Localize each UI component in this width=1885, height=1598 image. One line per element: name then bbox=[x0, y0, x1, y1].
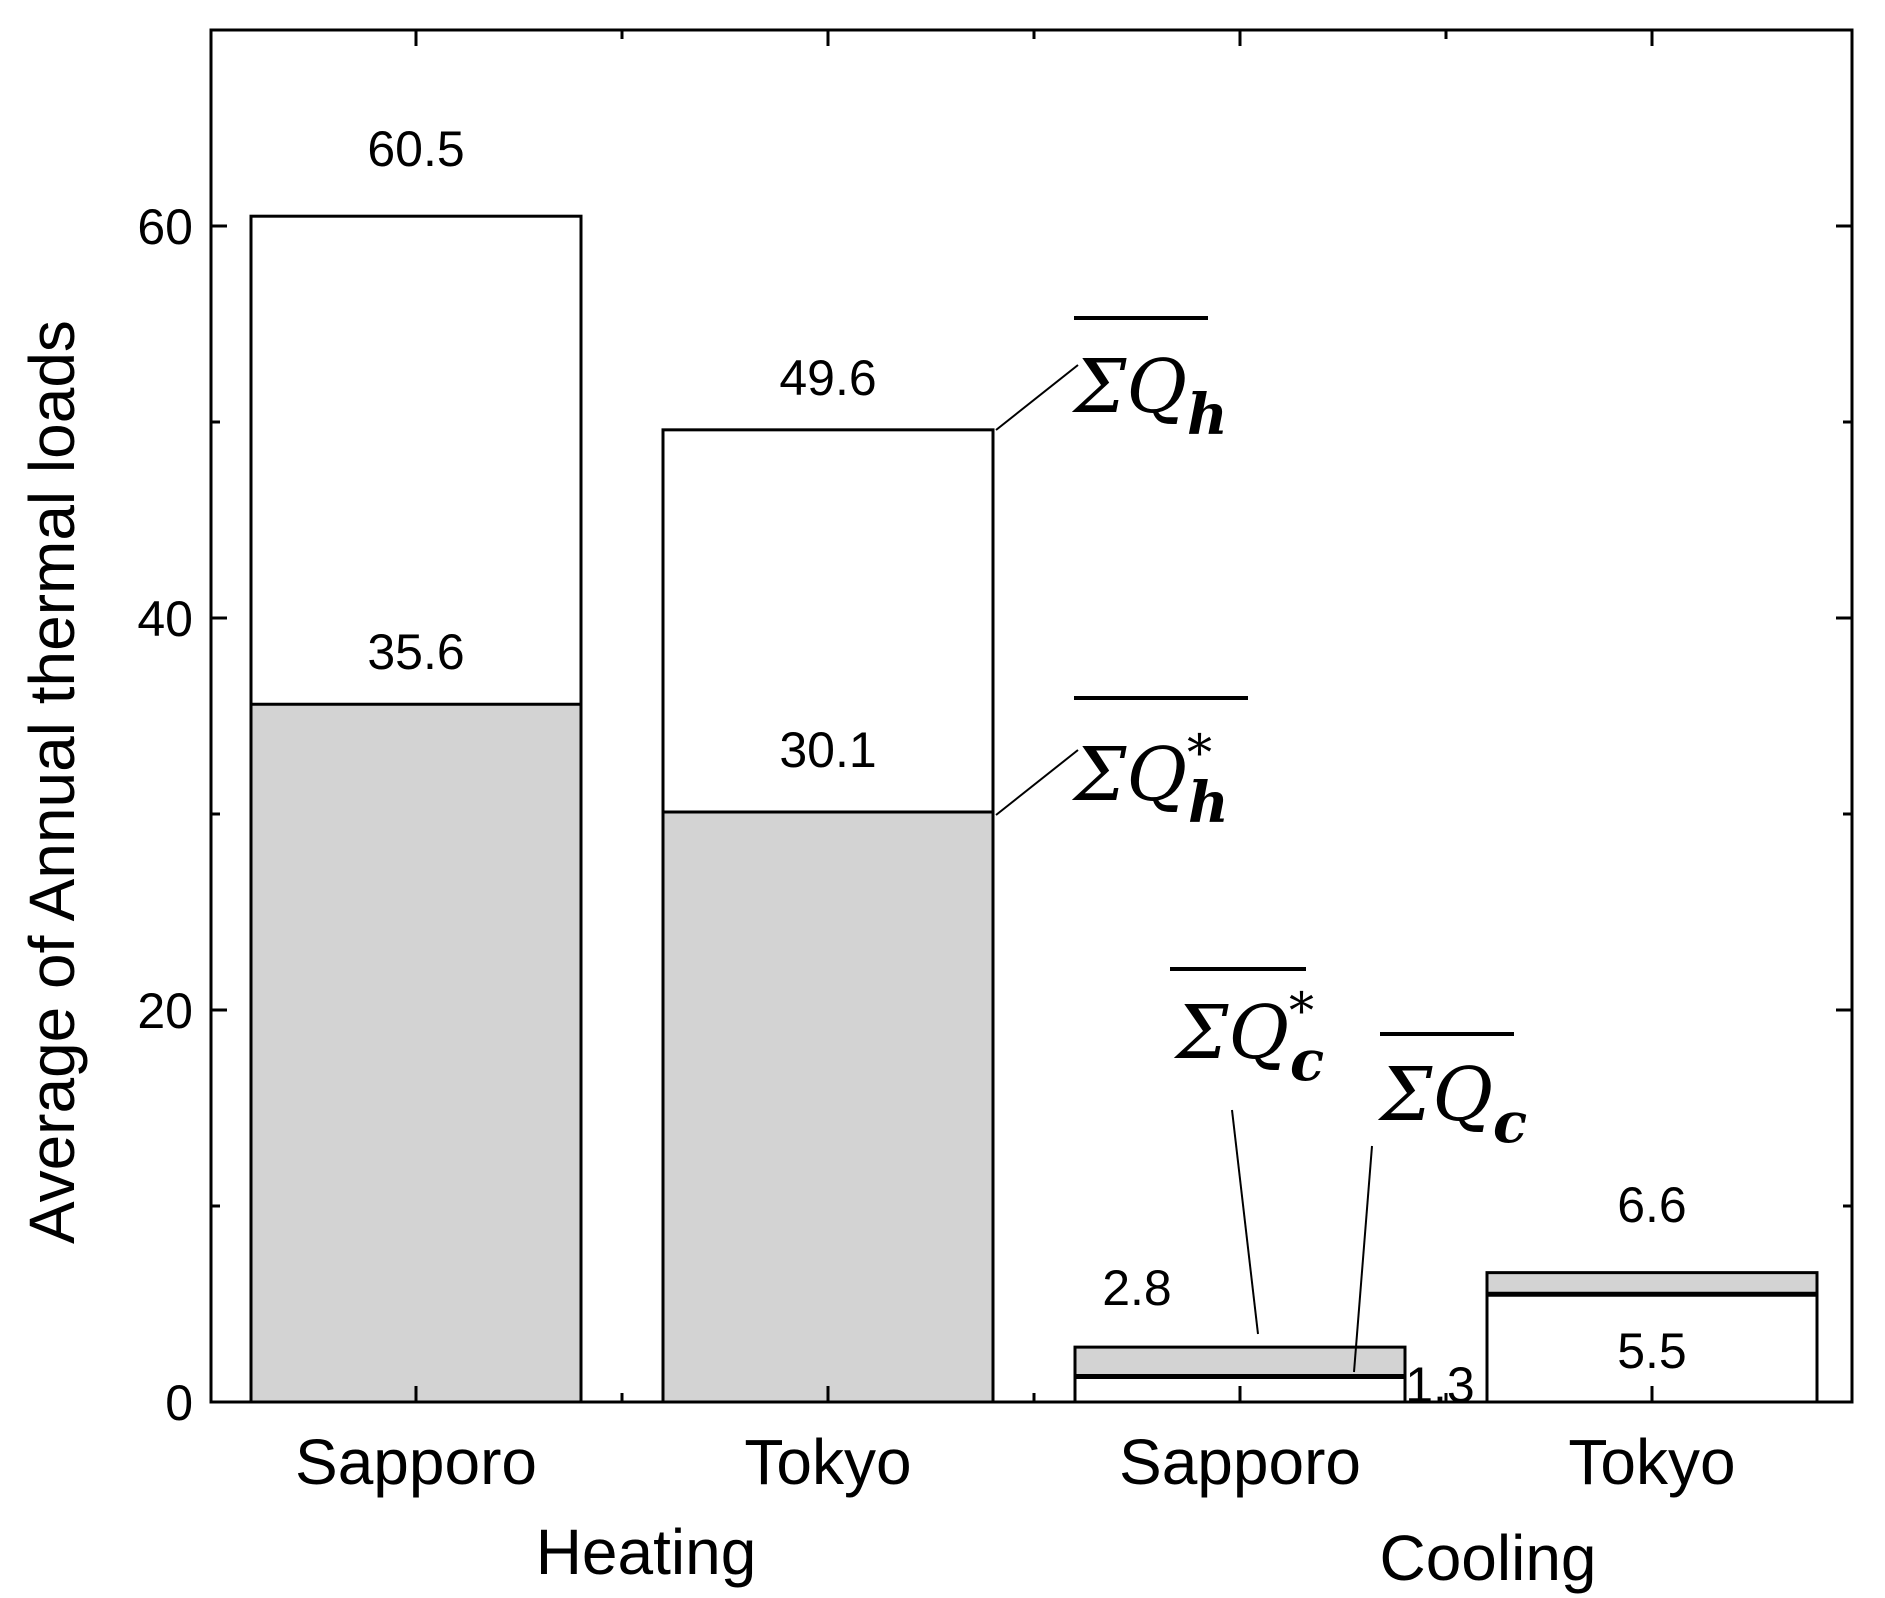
x-tick-label: Tokyo bbox=[1568, 1426, 1735, 1498]
data-label: 60.5 bbox=[367, 121, 464, 177]
y-tick-label: 0 bbox=[165, 1375, 193, 1431]
x-tick-label: Sapporo bbox=[295, 1426, 537, 1498]
data-label: 30.1 bbox=[779, 722, 876, 778]
axes: 0 20 40 60 Sapporo Tokyo Sapporo Tokyo Heating Co… bbox=[16, 30, 1852, 1594]
annotation-leader-line bbox=[995, 364, 1079, 431]
x-tick-label: Sapporo bbox=[1119, 1426, 1361, 1498]
bar-segment-upper bbox=[251, 216, 581, 705]
data-label: 49.6 bbox=[779, 350, 876, 406]
annotation-leader-line bbox=[1231, 1109, 1259, 1335]
bar-segment-lower bbox=[251, 704, 581, 1402]
group-label: Heating bbox=[536, 1516, 757, 1588]
math-annotation: ΣQc bbox=[1377, 1052, 1527, 1156]
math-annotation: ΣQh bbox=[1071, 344, 1228, 448]
value-labels: 60.5 35.6 49.6 30.1 2.8 1.3 6.6 5.5 bbox=[367, 121, 1686, 1413]
bar-segment-lower bbox=[663, 812, 993, 1402]
annotation-leader-line bbox=[1353, 1145, 1373, 1373]
bar-segment-upper bbox=[1487, 1272, 1817, 1295]
plot-area-frame bbox=[209, 28, 1854, 1404]
bar-segment-upper bbox=[663, 429, 993, 813]
data-label: 35.6 bbox=[367, 624, 464, 680]
bar-segment-upper bbox=[1075, 1347, 1405, 1377]
bars bbox=[249, 214, 1819, 1404]
data-label: 2.8 bbox=[1102, 1260, 1172, 1316]
data-label: 1.3 bbox=[1405, 1357, 1475, 1413]
math-annotation: ΣQ* h bbox=[1071, 724, 1229, 836]
plot-frame bbox=[209, 28, 1854, 1404]
math-annotation: ΣQ* c bbox=[1173, 982, 1324, 1094]
annotations: ΣQh ΣQ* h ΣQ* c ΣQc bbox=[995, 316, 1527, 1373]
annotation-leader-line bbox=[995, 749, 1079, 816]
group-label: Cooling bbox=[1379, 1522, 1596, 1594]
y-axis-label: Average of Annual thermal loads bbox=[16, 320, 88, 1244]
bar-segment-lower bbox=[1487, 1294, 1817, 1402]
y-tick-label: 20 bbox=[137, 983, 193, 1039]
data-label: 5.5 bbox=[1617, 1323, 1687, 1379]
y-tick-label: 40 bbox=[137, 591, 193, 647]
x-tick-label: Tokyo bbox=[744, 1426, 911, 1498]
data-label: 6.6 bbox=[1617, 1177, 1687, 1233]
y-tick-label: 60 bbox=[137, 199, 193, 255]
